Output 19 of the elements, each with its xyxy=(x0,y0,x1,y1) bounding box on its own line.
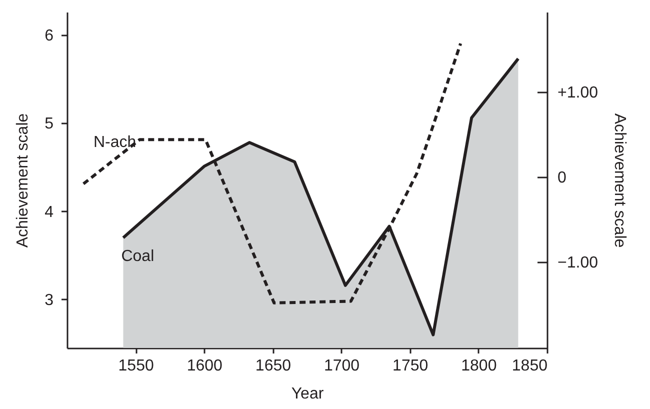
y-tick-label: 5 xyxy=(44,116,54,133)
series-label: N-ach xyxy=(93,134,136,151)
y-axis-title: Achievement scale xyxy=(14,113,32,248)
y-tick-label: 4 xyxy=(44,204,54,221)
y2-tick-label: +1.00 xyxy=(558,84,598,102)
y2-tick-label: 0 xyxy=(558,170,566,187)
x-tick-label: 1600 xyxy=(186,358,223,374)
x-tick-label: 1650 xyxy=(255,358,292,374)
x-tick-label: 1700 xyxy=(324,358,360,374)
y-tick-label: 3 xyxy=(44,292,54,309)
y-tick-label: 6 xyxy=(44,27,54,44)
y2-axis-title: Achievement scale xyxy=(610,113,628,248)
x-tick-label: 1550 xyxy=(118,358,154,374)
series-label: Coal xyxy=(121,248,154,265)
x-tick-label: 1850 xyxy=(512,358,548,374)
x-tick-label: 1800 xyxy=(461,358,497,374)
y2-tick-label: −1.00 xyxy=(558,254,598,272)
x-axis-title: Year xyxy=(291,386,324,402)
x-tick-label: 1750 xyxy=(392,358,428,374)
